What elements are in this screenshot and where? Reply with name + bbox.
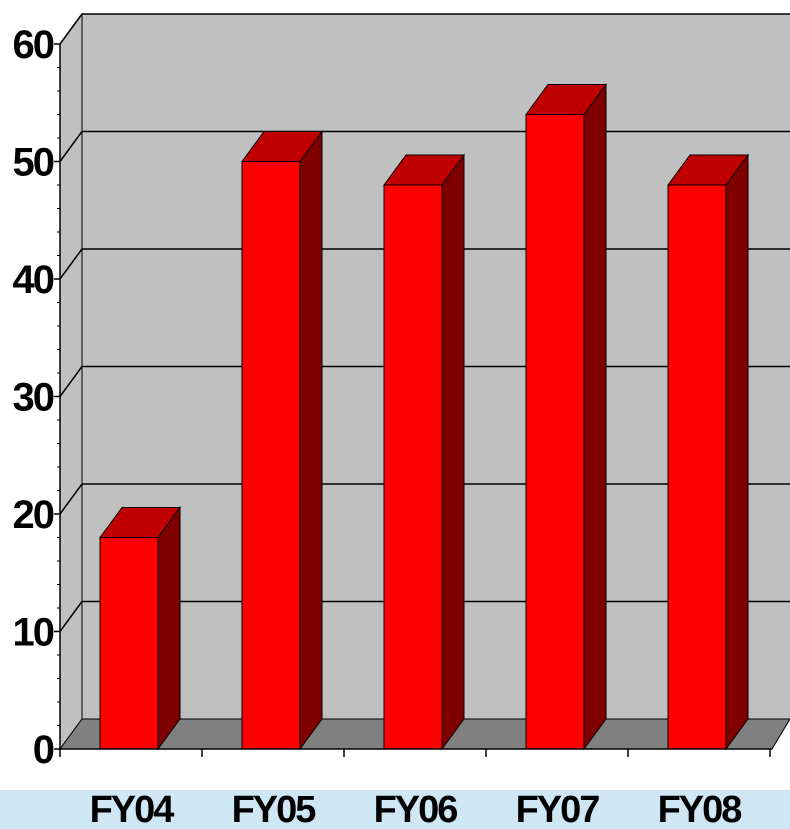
x-tick-label: FY07: [516, 789, 600, 829]
bar-fy05: [241, 161, 301, 750]
bar-side-fy08: [725, 153, 749, 751]
axes: [54, 43, 772, 757]
y-tick-label: 10: [13, 611, 54, 655]
y-axis-tick-labels: 0 10 20 30 40 50 60: [13, 23, 56, 772]
y-tick-label: 20: [13, 493, 54, 537]
bar-side-fy07: [583, 82, 607, 751]
y-tick-label: 40: [13, 258, 54, 302]
gridline-side: [59, 13, 83, 45]
bar-side-fy06: [441, 153, 465, 751]
bars: [99, 82, 749, 751]
bar-fy04: [99, 537, 159, 750]
gridline-side: [59, 248, 83, 280]
x-tick-label: FY05: [232, 789, 317, 829]
bar-fy08: [667, 184, 727, 750]
y-tick-label: 0: [33, 728, 54, 772]
y-tick-label: 60: [13, 23, 54, 67]
x-axis-category-labels: FY04 FY05 FY06 FY07 FY08: [90, 789, 744, 829]
x-tick-label: FY06: [374, 789, 458, 829]
gridline-side: [59, 601, 83, 632]
bar-side-fy05: [299, 129, 323, 751]
gridline-side: [59, 131, 83, 162]
gridline-side: [59, 483, 83, 515]
bar-fy06: [383, 184, 443, 750]
x-tick-label: FY08: [658, 789, 742, 829]
x-tick-label: FY04: [90, 789, 175, 829]
bar-fy07: [525, 114, 585, 750]
gridline-side: [59, 366, 83, 397]
bottom-strip: [0, 790, 790, 829]
y-tick-label: 50: [13, 141, 54, 185]
bar-side-fy04: [157, 505, 181, 751]
y-tick-label: 30: [13, 376, 54, 420]
